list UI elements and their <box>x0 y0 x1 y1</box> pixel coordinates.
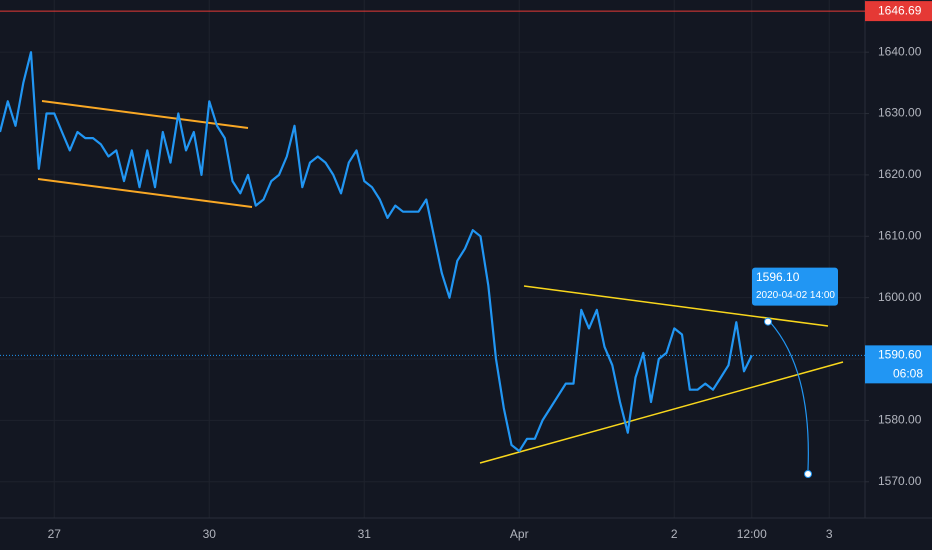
last-price-box <box>865 345 932 384</box>
trend-line <box>479 361 844 464</box>
callout-box <box>752 267 838 306</box>
x-tick-label: 3 <box>826 527 833 541</box>
x-tick-label: 27 <box>48 527 62 541</box>
projection-point <box>804 470 812 478</box>
callout-price: 1596.10 <box>756 270 800 284</box>
x-tick-label: 12:00 <box>737 527 767 541</box>
y-tick-label: 1570.00 <box>878 474 922 488</box>
y-tick-label: 1580.00 <box>878 413 922 427</box>
y-tick-label: 1600.00 <box>878 290 922 304</box>
callout-time: 2020-04-02 14:00 <box>756 290 835 301</box>
projection-arrow <box>769 321 809 471</box>
trend-line <box>37 178 253 208</box>
last-price-label: 1590.60 <box>878 348 922 362</box>
trend-line <box>41 100 249 129</box>
trend-line <box>523 285 829 327</box>
x-tick-label: 30 <box>203 527 217 541</box>
high-label: 1646.69 <box>878 3 922 17</box>
price-line <box>0 51 753 453</box>
y-tick-label: 1620.00 <box>878 167 922 181</box>
high-label-box <box>865 1 932 22</box>
x-tick-label: 2 <box>671 527 678 541</box>
callout-point <box>764 317 772 326</box>
y-tick-label: 1630.00 <box>878 106 922 120</box>
x-tick-label: 31 <box>358 527 372 541</box>
countdown: 06:08 <box>893 367 923 381</box>
x-tick-label: Apr <box>510 527 529 541</box>
y-tick-label: 1610.00 <box>878 228 922 242</box>
y-tick-label: 1640.00 <box>878 44 922 58</box>
